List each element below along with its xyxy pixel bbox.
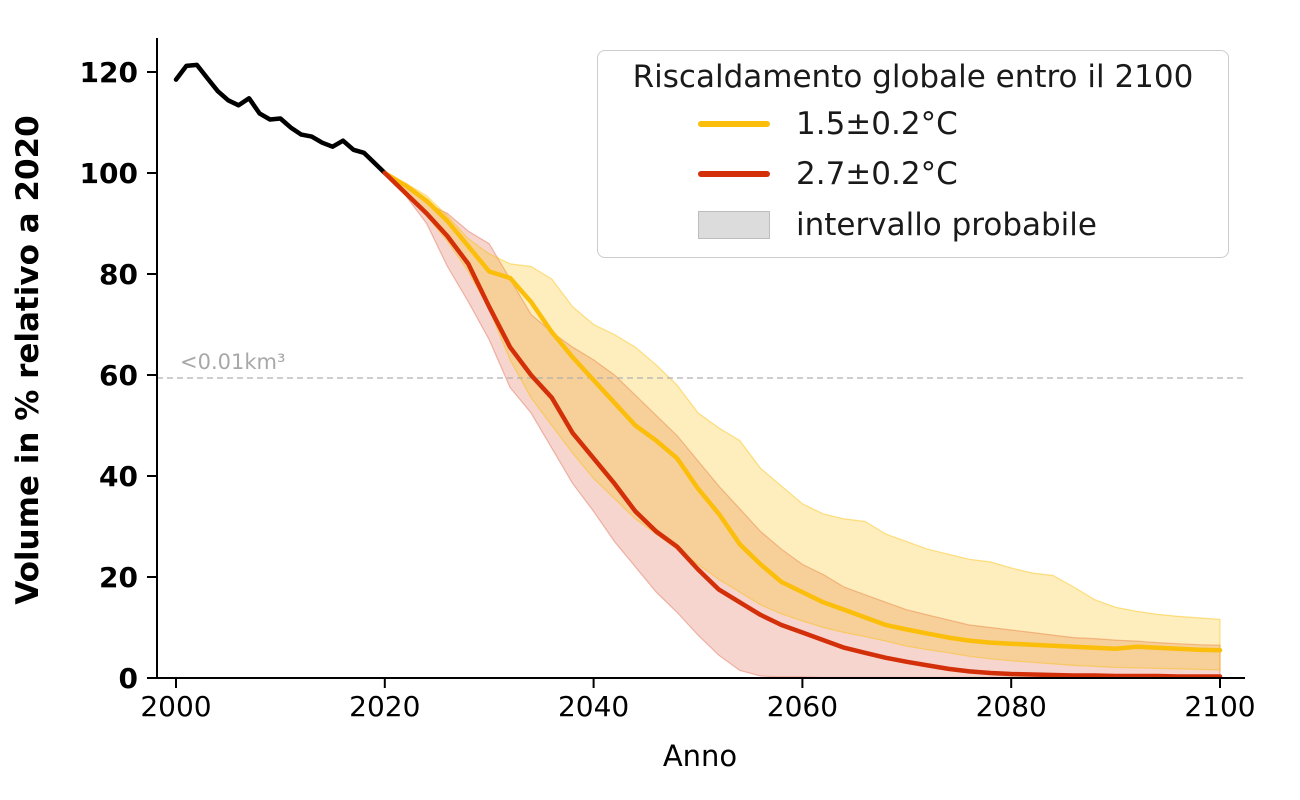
x-tick-label: 2060 [767,690,838,723]
legend-label-1-5c: 1.5±0.2°C [796,105,958,142]
x-tick-label: 2000 [140,690,211,723]
legend: Riscaldamento globale entro il 2100 1.5±… [597,50,1229,258]
x-tick-label: 2040 [558,690,629,723]
y-tick-label: 120 [80,56,138,89]
legend-line-swatch-1-5c [698,120,770,127]
legend-item-likely-range: intervallo probabile [610,203,1216,247]
y-tick-label: 100 [80,157,138,190]
y-tick-label: 0 [119,662,138,695]
line-storico-2000-2020 [173,62,388,176]
x-tick-label: 2100 [1184,690,1255,723]
legend-item-2-7c: 2.7±0.2°C [610,152,1216,196]
y-axis-title: Volume in % relativo a 2020 [10,115,46,604]
threshold-annotation: <0.01km³ [180,350,285,374]
series-lines-layer [173,62,1223,679]
legend-item-1-5c: 1.5±0.2°C [610,102,1216,146]
y-tick-label: 60 [99,359,138,392]
x-tick-label: 2080 [976,690,1047,723]
x-tick-label: 2020 [349,690,420,723]
y-tick-label: 40 [99,460,138,493]
line-mediana-2-7-0-2-c [382,170,1223,679]
y-tick-label: 20 [99,561,138,594]
axes-layer [153,38,1245,679]
legend-line-swatch-2-7c [698,171,770,178]
legend-label-likely-range: intervallo probabile [796,206,1097,243]
legend-label-2-7c: 2.7±0.2°C [796,156,958,193]
legend-title: Riscaldamento globale entro il 2100 [632,59,1194,95]
band-intervallo-probabile-2-7-c [384,172,1221,679]
x-axis-title: Anno [663,739,737,773]
line-mediana-1-5-0-2-c [382,170,1223,653]
y-tick-label: 80 [99,258,138,291]
legend-patch-swatch [698,210,770,239]
